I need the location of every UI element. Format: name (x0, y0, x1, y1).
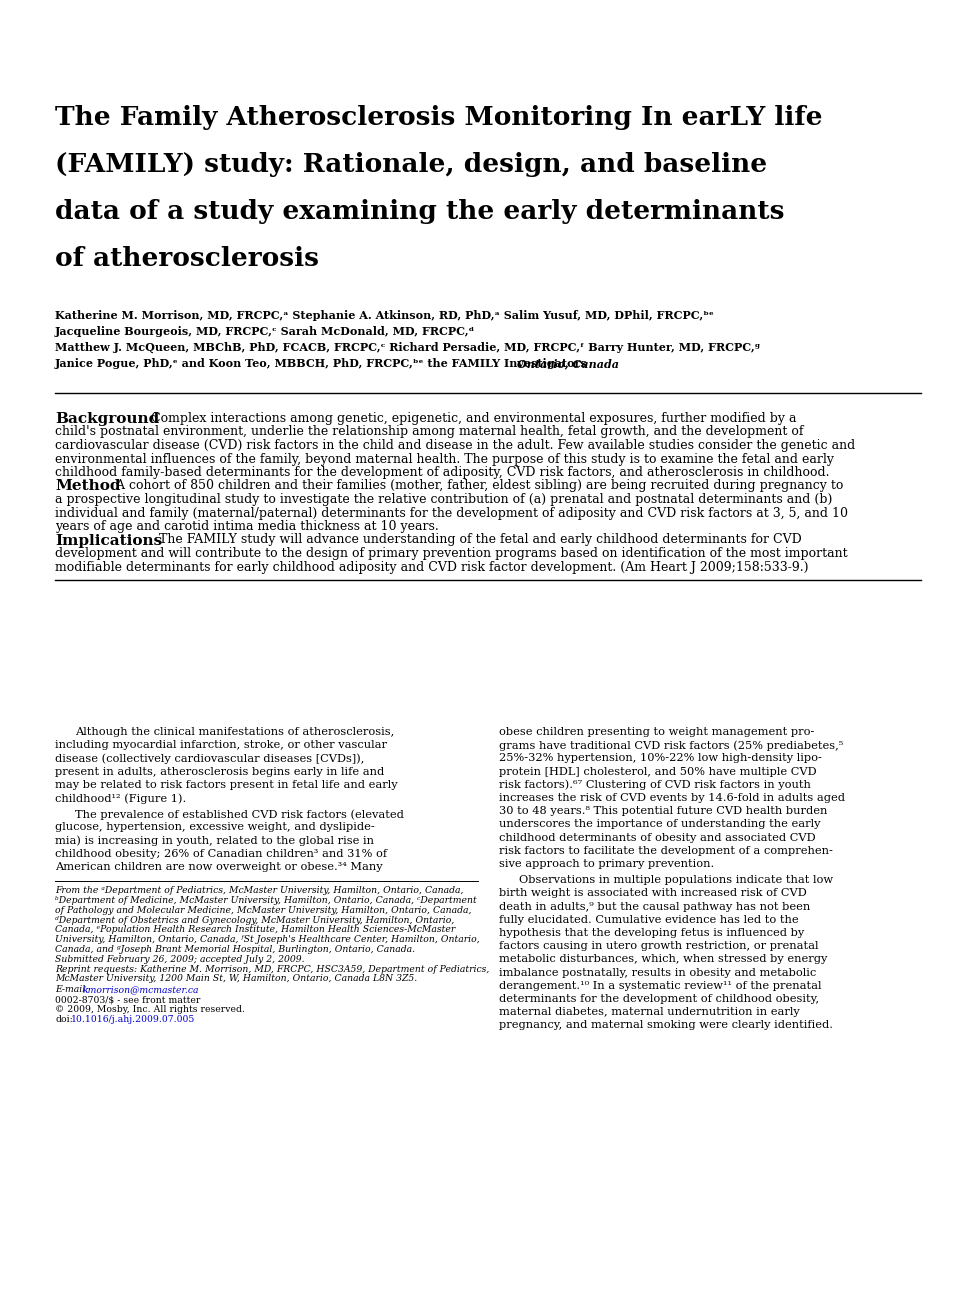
Text: risk factors).⁶⁷ Clustering of CVD risk factors in youth: risk factors).⁶⁷ Clustering of CVD risk … (499, 780, 811, 790)
Text: 30 to 48 years.⁸ This potential future CVD health burden: 30 to 48 years.⁸ This potential future C… (499, 806, 828, 816)
Text: derangement.¹⁰ In a systematic review¹¹ of the prenatal: derangement.¹⁰ In a systematic review¹¹ … (499, 981, 822, 991)
Text: Although the clinical manifestations of atherosclerosis,: Although the clinical manifestations of … (75, 727, 394, 737)
Text: childhood¹² (Figure 1).: childhood¹² (Figure 1). (55, 793, 186, 803)
Text: A cohort of 850 children and their families (mother, father, eldest sibling) are: A cohort of 850 children and their famil… (112, 479, 843, 492)
Text: glucose, hypertension, excessive weight, and dyslipide-: glucose, hypertension, excessive weight,… (55, 823, 375, 832)
Text: University, Hamilton, Ontario, Canada, ᶠSt Joseph's Healthcare Center, Hamilton,: University, Hamilton, Ontario, Canada, ᶠ… (55, 935, 480, 944)
Text: years of age and carotid intima media thickness at 10 years.: years of age and carotid intima media th… (55, 520, 439, 533)
Text: American children are now overweight or obese.³⁴ Many: American children are now overweight or … (55, 862, 383, 872)
Text: Observations in multiple populations indicate that low: Observations in multiple populations ind… (519, 875, 834, 885)
Text: grams have traditional CVD risk factors (25% prediabetes,⁵: grams have traditional CVD risk factors … (499, 741, 843, 751)
Text: childhood obesity; 26% of Canadian children³ and 31% of: childhood obesity; 26% of Canadian child… (55, 849, 387, 859)
Text: child's postnatal environment, underlie the relationship among maternal health, : child's postnatal environment, underlie … (55, 426, 803, 439)
Text: metabolic disturbances, which, when stressed by energy: metabolic disturbances, which, when stre… (499, 955, 828, 964)
Text: Matthew J. McQueen, MBChB, PhD, FCACB, FRCPC,ᶜ Richard Persadie, MD, FRCPC,ᶠ Bar: Matthew J. McQueen, MBChB, PhD, FCACB, F… (55, 342, 760, 353)
Text: Implications: Implications (55, 533, 162, 547)
Text: Canada, and ᵍJoseph Brant Memorial Hospital, Burlington, Ontario, Canada.: Canada, and ᵍJoseph Brant Memorial Hospi… (55, 946, 415, 953)
Text: protein [HDL] cholesterol, and 50% have multiple CVD: protein [HDL] cholesterol, and 50% have … (499, 767, 817, 777)
Text: Submitted February 26, 2009; accepted July 2, 2009.: Submitted February 26, 2009; accepted Ju… (55, 955, 305, 964)
Text: factors causing in utero growth restriction, or prenatal: factors causing in utero growth restrict… (499, 942, 819, 951)
Text: Method: Method (55, 479, 120, 494)
Text: mia) is increasing in youth, related to the global rise in: mia) is increasing in youth, related to … (55, 836, 374, 846)
Text: development and will contribute to the design of primary prevention programs bas: development and will contribute to the d… (55, 547, 847, 560)
Text: Reprint requests: Katherine M. Morrison, MD, FRCPC, HSC3A59, Department of Pedia: Reprint requests: Katherine M. Morrison,… (55, 965, 489, 973)
Text: individual and family (maternal/paternal) determinants for the development of ad: individual and family (maternal/paternal… (55, 507, 848, 520)
Text: 0002-8703/$ - see front matter: 0002-8703/$ - see front matter (55, 995, 200, 1004)
Text: 10.1016/j.ahj.2009.07.005: 10.1016/j.ahj.2009.07.005 (71, 1015, 195, 1024)
Text: fully elucidated. Cumulative evidence has led to the: fully elucidated. Cumulative evidence ha… (499, 914, 798, 925)
Text: Complex interactions among genetic, epigenetic, and environmental exposures, fur: Complex interactions among genetic, epig… (147, 411, 796, 424)
Text: obese children presenting to weight management pro-: obese children presenting to weight mana… (499, 727, 814, 737)
Text: Ontario, Canada: Ontario, Canada (517, 358, 619, 370)
Text: Jacqueline Bourgeois, MD, FRCPC,ᶜ Sarah McDonald, MD, FRCPC,ᵈ: Jacqueline Bourgeois, MD, FRCPC,ᶜ Sarah … (55, 326, 475, 337)
Text: of atherosclerosis: of atherosclerosis (55, 246, 319, 272)
Text: From the ᵃDepartment of Pediatrics, McMaster University, Hamilton, Ontario, Cana: From the ᵃDepartment of Pediatrics, McMa… (55, 887, 464, 895)
Text: pregnancy, and maternal smoking were clearly identified.: pregnancy, and maternal smoking were cle… (499, 1020, 833, 1030)
Text: risk factors to facilitate the development of a comprehen-: risk factors to facilitate the developme… (499, 846, 833, 855)
Text: ᵈDepartment of Obstetrics and Gynecology, McMaster University, Hamilton, Ontario: ᵈDepartment of Obstetrics and Gynecology… (55, 916, 455, 925)
Text: childhood determinants of obesity and associated CVD: childhood determinants of obesity and as… (499, 833, 816, 842)
Text: maternal diabetes, maternal undernutrition in early: maternal diabetes, maternal undernutriti… (499, 1007, 799, 1017)
Text: cardiovascular disease (CVD) risk factors in the child and disease in the adult.: cardiovascular disease (CVD) risk factor… (55, 439, 855, 452)
Text: (FAMILY) study: Rationale, design, and baseline: (FAMILY) study: Rationale, design, and b… (55, 151, 767, 178)
Text: ᵇDepartment of Medicine, McMaster University, Hamilton, Ontario, Canada, ᶜDepart: ᵇDepartment of Medicine, McMaster Univer… (55, 896, 476, 905)
Text: a prospective longitudinal study to investigate the relative contribution of (a): a prospective longitudinal study to inve… (55, 492, 833, 505)
Text: E-mail:: E-mail: (55, 985, 92, 994)
Text: Background: Background (55, 411, 159, 426)
Text: increases the risk of CVD events by 14.6-fold in adults aged: increases the risk of CVD events by 14.6… (499, 793, 845, 803)
Text: including myocardial infarction, stroke, or other vascular: including myocardial infarction, stroke,… (55, 741, 387, 750)
Text: Katherine M. Morrison, MD, FRCPC,ᵃ Stephanie A. Atkinson, RD, PhD,ᵃ Salim Yusuf,: Katherine M. Morrison, MD, FRCPC,ᵃ Steph… (55, 310, 713, 321)
Text: sive approach to primary prevention.: sive approach to primary prevention. (499, 859, 714, 868)
Text: death in adults,⁹ but the causal pathway has not been: death in adults,⁹ but the causal pathway… (499, 901, 810, 912)
Text: disease (collectively cardiovascular diseases [CVDs]),: disease (collectively cardiovascular dis… (55, 754, 364, 764)
Text: Janice Pogue, PhD,ᵉ and Koon Teo, MBBCH, PhD, FRCPC,ᵇᵉ the FAMILY Investigators: Janice Pogue, PhD,ᵉ and Koon Teo, MBBCH,… (55, 358, 591, 370)
Text: environmental influences of the family, beyond maternal health. The purpose of t: environmental influences of the family, … (55, 452, 834, 465)
Text: may be related to risk factors present in fetal life and early: may be related to risk factors present i… (55, 780, 397, 790)
Text: modifiable determinants for early childhood adiposity and CVD risk factor develo: modifiable determinants for early childh… (55, 560, 808, 573)
Text: birth weight is associated with increased risk of CVD: birth weight is associated with increase… (499, 888, 807, 899)
Text: The FAMILY study will advance understanding of the fetal and early childhood det: The FAMILY study will advance understand… (155, 533, 801, 546)
Text: McMaster University, 1200 Main St, W, Hamilton, Ontario, Canada L8N 3Z5.: McMaster University, 1200 Main St, W, Ha… (55, 974, 418, 983)
Text: The Family Atherosclerosis Monitoring In earLY life: The Family Atherosclerosis Monitoring In… (55, 104, 823, 131)
Text: present in adults, atherosclerosis begins early in life and: present in adults, atherosclerosis begin… (55, 767, 385, 777)
Text: © 2009, Mosby, Inc. All rights reserved.: © 2009, Mosby, Inc. All rights reserved. (55, 1004, 245, 1013)
Text: childhood family-based determinants for the development of adiposity, CVD risk f: childhood family-based determinants for … (55, 466, 830, 479)
Text: The prevalence of established CVD risk factors (elevated: The prevalence of established CVD risk f… (75, 810, 404, 820)
Text: Canada, ᵉPopulation Health Research Institute, Hamilton Health Sciences-McMaster: Canada, ᵉPopulation Health Research Inst… (55, 926, 455, 934)
Text: 25%-32% hypertension, 10%-22% low high-density lipo-: 25%-32% hypertension, 10%-22% low high-d… (499, 754, 822, 764)
Text: imbalance postnatally, results in obesity and metabolic: imbalance postnatally, results in obesit… (499, 968, 816, 978)
Text: data of a study examining the early determinants: data of a study examining the early dete… (55, 199, 785, 225)
Text: underscores the importance of understanding the early: underscores the importance of understand… (499, 819, 821, 829)
Text: determinants for the development of childhood obesity,: determinants for the development of chil… (499, 994, 819, 1004)
Text: kmorrison@mcmaster.ca: kmorrison@mcmaster.ca (83, 985, 199, 994)
Text: doi:: doi: (55, 1015, 73, 1024)
Text: hypothesis that the developing fetus is influenced by: hypothesis that the developing fetus is … (499, 929, 804, 938)
Text: of Pathology and Molecular Medicine, McMaster University, Hamilton, Ontario, Can: of Pathology and Molecular Medicine, McM… (55, 906, 471, 914)
